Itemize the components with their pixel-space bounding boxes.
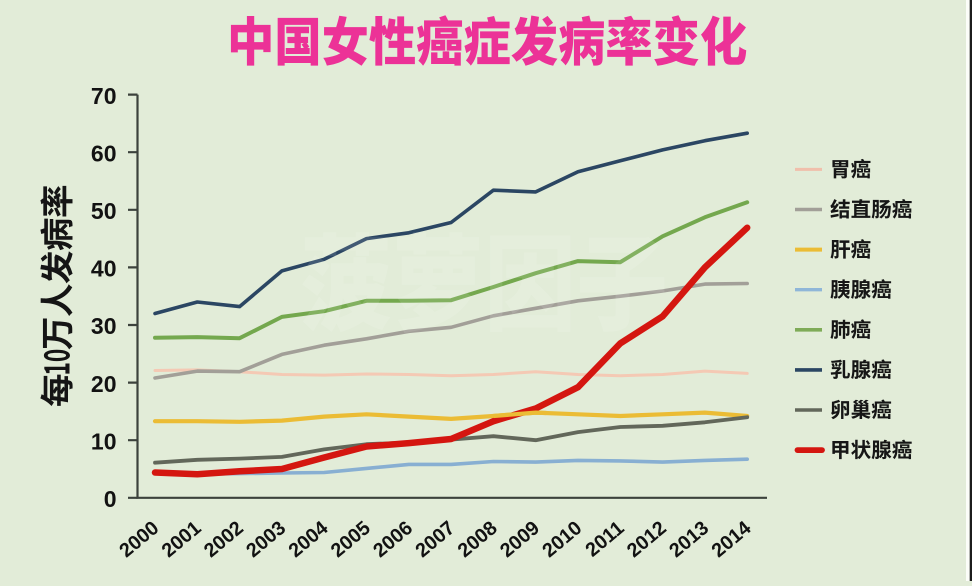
svg-text:60: 60 — [91, 140, 117, 166]
svg-text:0: 0 — [104, 486, 117, 512]
svg-text:70: 70 — [91, 83, 117, 109]
svg-text:30: 30 — [91, 313, 117, 339]
svg-text:40: 40 — [91, 256, 117, 282]
svg-text:50: 50 — [91, 198, 117, 224]
svg-text:10: 10 — [91, 428, 117, 454]
svg-text:20: 20 — [91, 371, 117, 397]
